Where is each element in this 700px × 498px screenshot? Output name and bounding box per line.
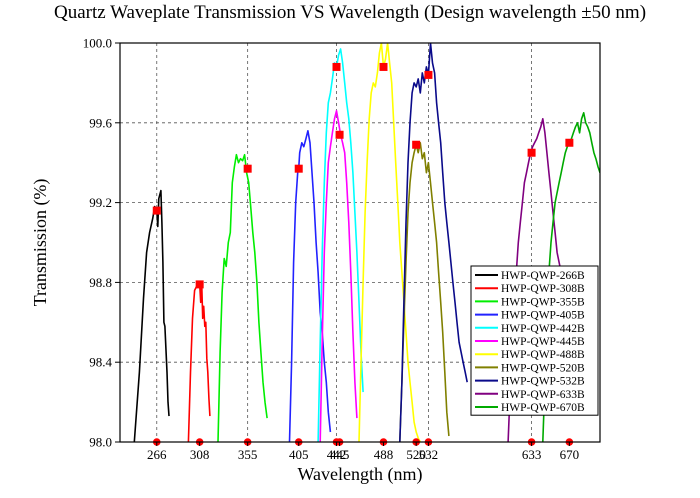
y-tick-label: 98.0 bbox=[89, 435, 112, 450]
legend-entry: HWP-QWP-670B bbox=[501, 402, 585, 414]
x-tick-label: 633 bbox=[522, 447, 542, 462]
y-tick-label: 98.8 bbox=[89, 275, 112, 290]
legend-entry: HWP-QWP-266B bbox=[501, 270, 585, 282]
x-tick-label: 520 bbox=[406, 447, 426, 462]
x-tick-label: 355 bbox=[238, 447, 258, 462]
legend-entry: HWP-QWP-520B bbox=[501, 362, 585, 374]
y-axis-label: Transmission (%) bbox=[30, 179, 51, 307]
x-tick-label: 488 bbox=[374, 447, 394, 462]
plot-frame bbox=[119, 42, 601, 443]
x-tick-label: 405 bbox=[289, 447, 309, 462]
design-marker-square bbox=[412, 140, 421, 149]
x-tick-label: 532 bbox=[419, 447, 439, 462]
design-marker-square bbox=[527, 148, 536, 157]
y-tick-label: 99.2 bbox=[89, 195, 112, 210]
series-line-hwp-qwp-488b bbox=[358, 43, 422, 442]
x-tick-label: 445 bbox=[330, 447, 350, 462]
y-tick-label: 99.6 bbox=[89, 115, 112, 130]
design-marker-square bbox=[152, 206, 161, 215]
series-line-hwp-qwp-266b bbox=[133, 189, 170, 442]
design-marker-square bbox=[379, 62, 388, 71]
legend-entry: HWP-QWP-532B bbox=[501, 376, 585, 388]
design-marker-square bbox=[335, 130, 344, 139]
y-tick-label: 98.4 bbox=[89, 355, 112, 370]
x-axis-label: Wavelength (nm) bbox=[297, 464, 422, 485]
series-line-hwp-qwp-633b bbox=[507, 118, 569, 442]
y-tick-label: 100.0 bbox=[83, 36, 112, 51]
chart-title: Quartz Waveplate Transmission VS Wavelen… bbox=[53, 2, 647, 23]
legend-entry: HWP-QWP-308B bbox=[501, 283, 585, 295]
legend-entry: HWP-QWP-445B bbox=[501, 336, 585, 348]
x-tick-label: 266 bbox=[147, 447, 167, 462]
design-marker-square bbox=[243, 164, 252, 173]
x-tick-label: 442 bbox=[327, 447, 347, 462]
legend-entry: HWP-QWP-488B bbox=[501, 349, 585, 361]
series-line-hwp-qwp-520b bbox=[399, 142, 450, 442]
design-marker-square bbox=[332, 62, 341, 71]
design-marker-square bbox=[424, 70, 433, 79]
series-line-hwp-qwp-442b bbox=[317, 48, 364, 442]
series-line-hwp-qwp-532b bbox=[399, 43, 468, 442]
legend-entry: HWP-QWP-355B bbox=[501, 296, 585, 308]
x-tick-label: 670 bbox=[560, 447, 580, 462]
x-tick-label: 308 bbox=[190, 447, 210, 462]
design-marker-square bbox=[195, 280, 204, 289]
series-line-hwp-qwp-405b bbox=[288, 130, 332, 442]
legend-entry: HWP-QWP-405B bbox=[501, 310, 585, 322]
legend-entry: HWP-QWP-633B bbox=[501, 389, 585, 401]
y-axis-ticks: 98.0 98.4 98.8 99.2 99.6 100.0 bbox=[83, 36, 120, 450]
design-marker-square bbox=[565, 138, 574, 147]
series-lines bbox=[133, 43, 600, 442]
legend-entry: HWP-QWP-442B bbox=[501, 323, 585, 335]
series-line-hwp-qwp-355b bbox=[217, 153, 268, 442]
design-marker-square bbox=[294, 164, 303, 173]
series-line-hwp-qwp-445b bbox=[319, 110, 358, 442]
grid-lines bbox=[120, 43, 600, 442]
